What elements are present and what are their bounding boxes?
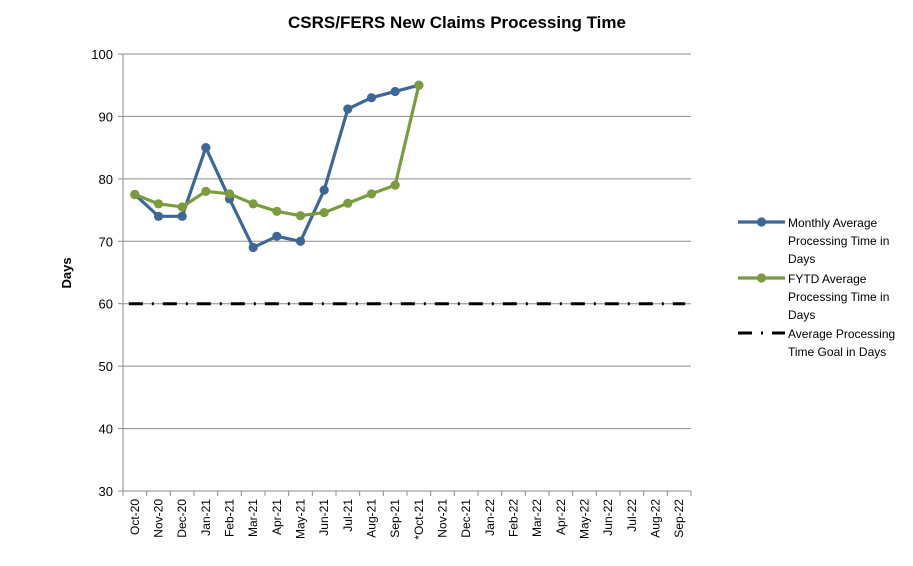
data-point — [248, 242, 258, 253]
x-tick-label: Apr-22 — [554, 499, 568, 535]
data-point — [343, 198, 353, 208]
legend-marker — [756, 217, 767, 227]
legend-label: Processing Time in — [788, 290, 889, 304]
chart-title: CSRS/FERS New Claims Processing Time — [288, 13, 626, 32]
x-tick-label: May-22 — [578, 499, 592, 539]
x-tick-label: Aug-21 — [365, 499, 379, 538]
x-tick-label: Sep-21 — [388, 499, 402, 538]
data-point — [153, 199, 164, 209]
x-tick-label: Jul-22 — [625, 499, 639, 532]
y-tick-label: 70 — [99, 234, 113, 249]
x-tick-label: Dec-20 — [175, 499, 189, 538]
data-point — [319, 207, 329, 218]
legend-label: Days — [788, 308, 815, 322]
legend-item-1: Monthly Average Processing Time in Days — [738, 216, 889, 266]
x-tick-label: Mar-21 — [246, 499, 260, 537]
data-point — [390, 86, 400, 97]
data-point — [177, 211, 187, 221]
x-tick-label: *Oct-21 — [412, 499, 426, 540]
legend-label: Average Processing — [788, 327, 895, 341]
x-tick-label: Mar-22 — [530, 499, 544, 537]
x-tick-label: Sep-22 — [672, 499, 686, 538]
x-tick-label: Aug-22 — [649, 499, 663, 538]
x-tick-label: Jun-21 — [317, 499, 331, 536]
legend-label: Processing Time in — [788, 234, 889, 248]
data-point — [177, 202, 187, 212]
x-tick-label: Nov-20 — [152, 499, 166, 538]
y-tick-label: 50 — [99, 359, 113, 374]
series-line — [133, 83, 420, 250]
data-point — [248, 199, 258, 209]
x-tick-label: Jan-22 — [483, 499, 497, 536]
data-point — [201, 143, 211, 153]
data-point — [343, 104, 353, 114]
data-point — [272, 206, 282, 216]
series-1 — [130, 80, 424, 253]
x-tick-label: Jan-21 — [199, 499, 213, 536]
data-point — [153, 211, 164, 221]
legend-label: FYTD Average — [788, 272, 867, 286]
data-point — [272, 231, 282, 241]
legend-label: Days — [788, 252, 815, 266]
y-tick-label: 40 — [99, 422, 113, 437]
x-tick-label: Nov-21 — [436, 499, 450, 538]
x-tick-label: Jun-22 — [601, 499, 615, 536]
data-point — [295, 236, 306, 246]
x-tick-label: Jul-21 — [341, 499, 355, 532]
data-point — [414, 80, 424, 90]
data-point — [390, 180, 400, 190]
series-2 — [130, 80, 424, 221]
y-tick-label: 90 — [99, 109, 113, 124]
data-point — [201, 186, 211, 196]
y-tick-label: 60 — [99, 297, 113, 312]
legend-item-2: FYTD Average Processing Time in Days — [738, 272, 889, 322]
data-point — [366, 189, 377, 199]
legend-label: Monthly Average — [788, 216, 877, 230]
series-line — [134, 84, 421, 218]
y-tick-label: 30 — [99, 484, 113, 499]
data-point — [130, 189, 140, 200]
x-tick-label: Feb-22 — [507, 499, 521, 537]
data-point — [319, 185, 329, 195]
y-tick-label: 80 — [99, 172, 113, 187]
data-point — [366, 93, 377, 103]
legend-label: Time Goal in Days — [788, 345, 886, 359]
data-point — [295, 211, 306, 221]
y-axis-label: Days — [59, 257, 74, 288]
legend-item-3: Average Processing Time Goal in Days — [738, 327, 895, 359]
x-tick-label: Feb-21 — [223, 499, 237, 537]
x-tick-label: May-21 — [294, 499, 308, 539]
x-tick-label: Apr-21 — [270, 499, 284, 535]
x-tick-label: Dec-21 — [459, 499, 473, 538]
data-point — [224, 189, 235, 199]
x-tick-label: Oct-20 — [128, 499, 142, 535]
y-tick-label: 100 — [91, 47, 113, 62]
legend-marker — [756, 273, 767, 283]
